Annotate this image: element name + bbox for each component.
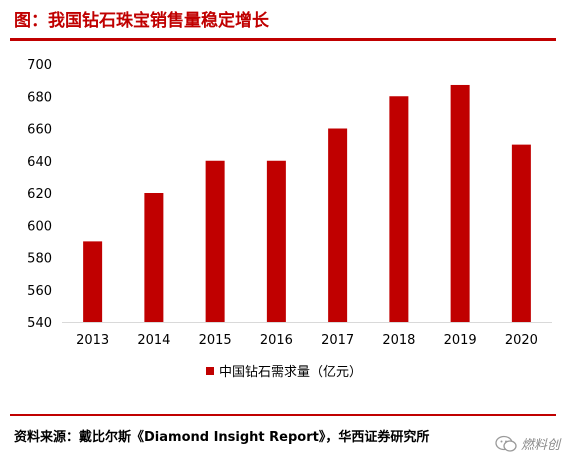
watermark: 燃料创 [495,434,560,453]
y-axis: 540 560 580 600 620 640 660 680 700 [27,58,52,331]
bar-2014 [144,193,164,322]
source-note: 资料来源：戴比尔斯《Diamond Insight Report》，华西证券研究… [14,430,430,445]
y-tick-label: 660 [27,123,52,138]
bar-2015 [205,160,225,322]
y-tick-label: 680 [27,90,52,105]
x-axis: 2013 2014 2015 2016 2017 2018 2019 2020 [76,333,538,348]
y-tick-label: 620 [27,187,52,202]
y-tick-label: 560 [27,284,52,299]
y-tick-label: 540 [27,316,52,331]
watermark-text: 燃料创 [520,438,560,453]
legend: 中国钻石需求量（亿元） [206,365,362,380]
bar-2017 [328,128,348,322]
title-divider [10,38,556,41]
y-tick-label: 580 [27,252,52,267]
x-tick-label: 2014 [137,333,170,348]
legend-swatch [206,367,214,375]
bars [83,84,531,323]
page-title: 图：我国钻石珠宝销售量稳定增长 [14,11,269,31]
x-tick-label: 2018 [382,333,415,348]
x-tick-label: 2015 [199,333,232,348]
bar-2013 [83,241,103,322]
footer-divider [10,414,556,416]
y-tick-label: 700 [27,58,52,73]
x-tick-label: 2019 [444,333,477,348]
wechat-icon [495,435,517,452]
bar-2019 [450,84,470,323]
x-tick-label: 2017 [321,333,354,348]
y-tick-label: 640 [27,155,52,170]
x-tick-label: 2020 [505,333,538,348]
bar-2018 [389,96,409,322]
x-tick-label: 2016 [260,333,293,348]
x-tick-label: 2013 [76,333,109,348]
y-tick-label: 600 [27,219,52,234]
bar-chart: 540 560 580 600 620 640 660 680 700 2013 2014 2015… [27,58,552,380]
legend-label: 中国钻石需求量（亿元） [219,365,362,380]
bar-2020 [511,144,531,322]
bar-2016 [266,160,286,322]
